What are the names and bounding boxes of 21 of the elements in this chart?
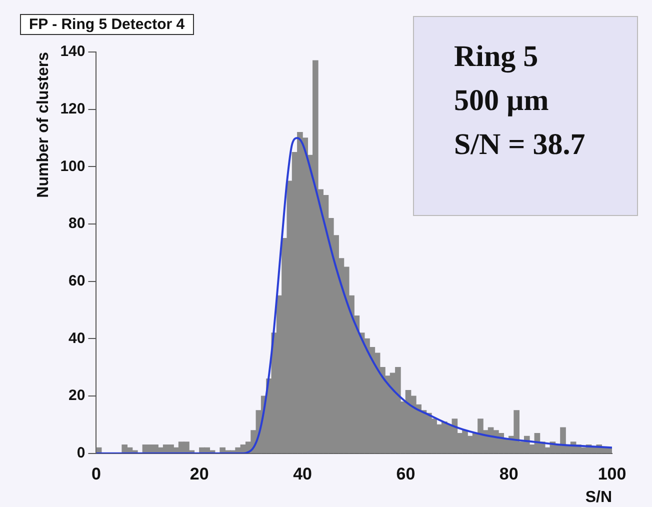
y-tick-label: 20 (68, 387, 86, 404)
annotation: 500 µm (454, 83, 550, 119)
annotation: Ring 5 (454, 39, 540, 75)
y-tick-label: 40 (68, 330, 86, 347)
x-tick-label: 40 (293, 464, 312, 484)
text-box: Ring 5 500 µm S/N = 38.7 (413, 16, 638, 216)
y-tick-label: 80 (68, 215, 86, 232)
y-axis-title: Number of clusters (35, 52, 52, 198)
x-tick-label: 0 (91, 464, 101, 484)
chart-title: FP - Ring 5 Detector 4 (20, 14, 194, 35)
annotation: S/N = 38.7 (454, 127, 586, 163)
y-tick-label: 120 (60, 100, 86, 118)
y-tick-label: 0 (76, 444, 86, 462)
y-tick-label: 140 (60, 43, 86, 60)
x-tick-label: 20 (190, 464, 209, 484)
x-tick-label: 60 (396, 464, 416, 484)
y-tick-label: 100 (60, 158, 86, 175)
y-tick-label: 60 (68, 272, 86, 290)
x-tick-label: 80 (499, 464, 518, 484)
x-axis-title: S/N (585, 488, 612, 506)
x-tick-label: 100 (598, 464, 626, 484)
